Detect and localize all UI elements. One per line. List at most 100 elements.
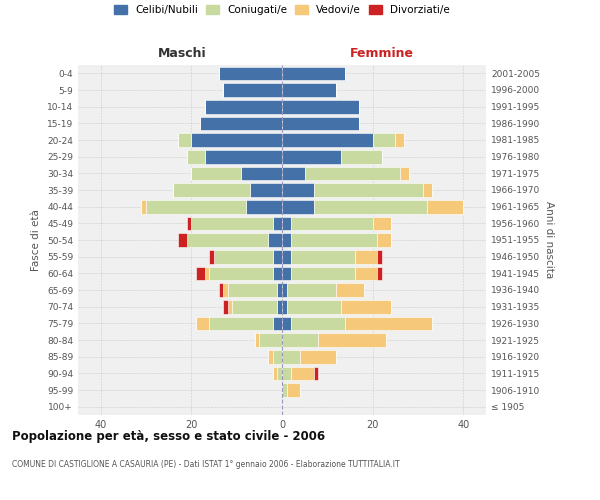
Y-axis label: Fasce di età: Fasce di età [31, 209, 41, 271]
Bar [291, 250, 355, 264]
Bar [178, 133, 191, 147]
Bar [191, 133, 282, 147]
Bar [223, 300, 227, 314]
Bar [355, 266, 377, 280]
Bar [318, 333, 386, 347]
Text: Popolazione per età, sesso e stato civile - 2006: Popolazione per età, sesso e stato civil… [12, 430, 325, 443]
Bar [291, 233, 377, 247]
Bar [187, 150, 205, 164]
Bar [191, 166, 241, 180]
Bar [277, 300, 282, 314]
Bar [273, 366, 277, 380]
Bar [341, 150, 382, 164]
Bar [282, 116, 359, 130]
Bar [355, 250, 377, 264]
Bar [314, 183, 422, 197]
Bar [287, 300, 341, 314]
Bar [377, 250, 382, 264]
Text: Femmine: Femmine [350, 47, 414, 60]
Bar [314, 366, 318, 380]
Bar [291, 316, 346, 330]
Bar [250, 183, 282, 197]
Bar [282, 150, 341, 164]
Bar [223, 283, 227, 297]
Bar [223, 83, 282, 97]
Bar [282, 333, 318, 347]
Bar [282, 183, 314, 197]
Bar [300, 350, 337, 364]
Text: Maschi: Maschi [158, 47, 206, 60]
Bar [427, 200, 463, 213]
Bar [282, 166, 305, 180]
Bar [255, 333, 259, 347]
Bar [209, 266, 273, 280]
Bar [205, 150, 282, 164]
Bar [200, 116, 282, 130]
Bar [282, 283, 287, 297]
Bar [282, 300, 287, 314]
Bar [422, 183, 431, 197]
Bar [341, 300, 391, 314]
Bar [178, 233, 187, 247]
Bar [232, 300, 277, 314]
Bar [218, 66, 282, 80]
Bar [173, 183, 250, 197]
Bar [346, 316, 431, 330]
Bar [282, 66, 346, 80]
Bar [187, 233, 268, 247]
Bar [268, 350, 273, 364]
Bar [273, 350, 282, 364]
Bar [187, 216, 191, 230]
Bar [282, 100, 359, 114]
Bar [282, 133, 373, 147]
Bar [282, 83, 337, 97]
Bar [227, 300, 232, 314]
Bar [196, 316, 209, 330]
Bar [395, 133, 404, 147]
Bar [400, 166, 409, 180]
Bar [277, 283, 282, 297]
Bar [209, 250, 214, 264]
Bar [146, 200, 246, 213]
Bar [282, 250, 291, 264]
Bar [205, 100, 282, 114]
Bar [337, 283, 364, 297]
Bar [227, 283, 277, 297]
Bar [282, 350, 300, 364]
Bar [142, 200, 146, 213]
Bar [191, 216, 273, 230]
Bar [282, 266, 291, 280]
Bar [291, 266, 355, 280]
Bar [291, 366, 314, 380]
Bar [282, 383, 287, 397]
Bar [196, 266, 205, 280]
Bar [273, 266, 282, 280]
Bar [287, 383, 300, 397]
Bar [259, 333, 282, 347]
Bar [373, 133, 395, 147]
Bar [282, 216, 291, 230]
Bar [305, 166, 400, 180]
Bar [241, 166, 282, 180]
Bar [291, 216, 373, 230]
Bar [209, 316, 273, 330]
Legend: Celibi/Nubili, Coniugati/e, Vedovi/e, Divorziati/e: Celibi/Nubili, Coniugati/e, Vedovi/e, Di… [114, 5, 450, 15]
Bar [377, 233, 391, 247]
Bar [282, 200, 314, 213]
Bar [214, 250, 273, 264]
Bar [282, 366, 291, 380]
Bar [205, 266, 209, 280]
Bar [282, 233, 291, 247]
Bar [273, 316, 282, 330]
Bar [282, 316, 291, 330]
Bar [273, 250, 282, 264]
Bar [314, 200, 427, 213]
Bar [377, 266, 382, 280]
Bar [273, 216, 282, 230]
Bar [218, 283, 223, 297]
Y-axis label: Anni di nascita: Anni di nascita [544, 202, 554, 278]
Bar [373, 216, 391, 230]
Bar [246, 200, 282, 213]
Text: COMUNE DI CASTIGLIONE A CASAURIA (PE) - Dati ISTAT 1° gennaio 2006 - Elaborazion: COMUNE DI CASTIGLIONE A CASAURIA (PE) - … [12, 460, 400, 469]
Bar [287, 283, 337, 297]
